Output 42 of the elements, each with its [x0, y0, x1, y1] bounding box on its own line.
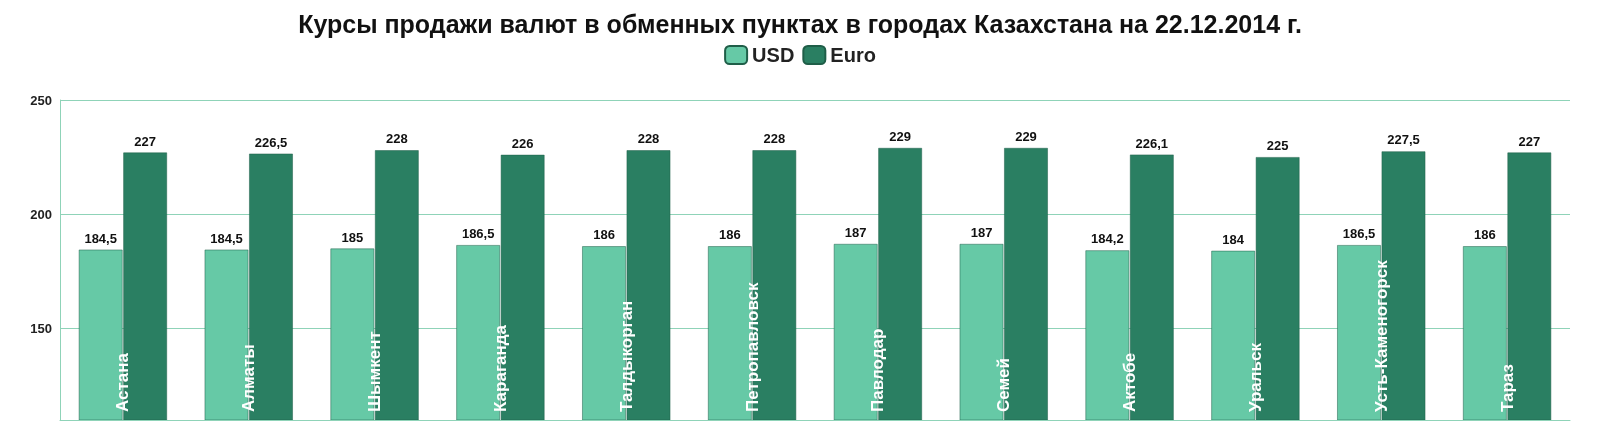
data-label: 186 [718, 227, 741, 243]
x-tick-label: Астана [113, 352, 133, 412]
x-tick-label: Караганда [490, 324, 510, 412]
data-label: 225 [1266, 138, 1289, 154]
data-label: 228 [385, 131, 408, 147]
x-tick-label: Семей [994, 358, 1014, 412]
data-label: 184 [1222, 231, 1245, 247]
data-label: 184,5 [84, 230, 117, 246]
data-label: 186,5 [461, 226, 495, 242]
legend-label: USD [752, 44, 795, 66]
y-tick-label: 200 [30, 206, 52, 222]
data-label: 228 [763, 131, 786, 147]
data-label: 229 [889, 129, 912, 144]
data-label: 227,5 [1387, 132, 1420, 148]
x-tick-label: Петропавловск [742, 282, 762, 412]
data-label: 226,5 [254, 134, 288, 150]
data-label: 184,5 [210, 230, 243, 246]
data-label: 184,2 [1091, 231, 1124, 247]
x-tick-label: Талдыкорган [616, 300, 636, 412]
data-label: 186 [593, 227, 615, 243]
data-label: 229 [1015, 129, 1037, 144]
x-tick-label: Алматы [239, 344, 259, 412]
x-tick-label: Уральск [1245, 342, 1265, 412]
data-label: 226 [511, 135, 534, 151]
data-label: 185 [341, 229, 364, 245]
data-label: 187 [970, 225, 993, 240]
x-tick-label: Шымкент [365, 331, 385, 412]
x-tick-label: Тараз [1497, 364, 1517, 412]
chart-title: Курсы продажи валют в обменных пунктах в городах Казахстана на 22.12.2014 г. [298, 9, 1302, 38]
x-tick-label: Усть-Каменогорск [1371, 259, 1391, 412]
data-label: 186 [1473, 227, 1496, 243]
data-label: 187 [844, 225, 867, 240]
data-label: 227 [134, 133, 157, 149]
y-tick-label: 250 [30, 92, 52, 108]
data-label: 227 [1518, 133, 1541, 149]
y-tick-label: 150 [30, 321, 52, 337]
x-tick-label: Актобе [1120, 352, 1140, 412]
legend-label: Euro [830, 44, 876, 66]
data-label: 186,5 [1342, 226, 1376, 242]
data-label: 226,1 [1135, 135, 1169, 151]
x-tick-label: Павлодар [868, 328, 888, 412]
data-label: 228 [637, 131, 660, 147]
